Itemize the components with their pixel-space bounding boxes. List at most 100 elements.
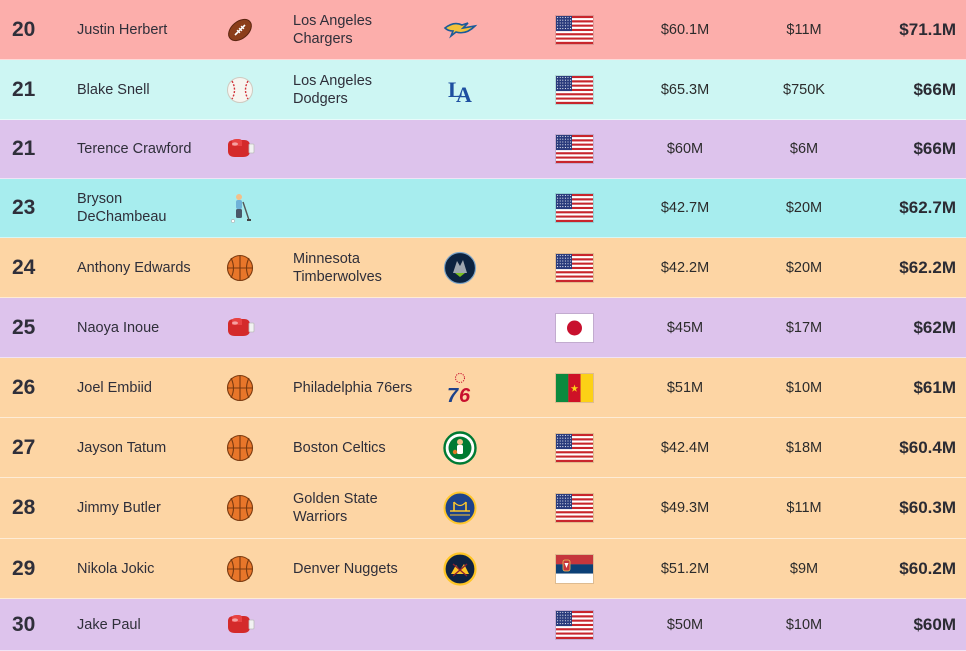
baseball-icon (222, 60, 258, 119)
table-row: 21 Blake Snell Los Angeles Dodgers L A $65.3M… (0, 60, 966, 120)
golf-icon (222, 179, 258, 237)
rank-number-text: 21 (12, 137, 36, 160)
team-name: Denver Nuggets (293, 539, 423, 598)
endorsement-value-text: $750K (783, 81, 825, 98)
rank-number-text: 20 (12, 17, 36, 41)
team-name: Los Angeles Chargers (293, 0, 423, 59)
endorsement-value: $20M (750, 179, 858, 237)
total-earnings-text: $60.4M (899, 437, 956, 457)
endorsement-value: $10M (750, 358, 858, 417)
athlete-name: Jake Paul (77, 599, 197, 650)
endorsement-value-text: $10M (785, 379, 823, 396)
football-icon (222, 0, 258, 59)
table-row: 20 Justin Herbert Los Angeles Chargers $60.… (0, 0, 966, 60)
serbia-flag-icon (556, 539, 593, 598)
endorsement-value: $9M (750, 539, 858, 598)
rank-number: 25 (12, 298, 52, 357)
cameroon-flag-icon (556, 358, 593, 417)
athlete-name: Bryson DeChambeau (77, 179, 197, 237)
salary-value: $42.4M (630, 418, 740, 477)
rank-number: 20 (12, 0, 52, 59)
svg-text:7: 7 (447, 385, 459, 405)
salary-value-text: $49.3M (660, 500, 710, 516)
endorsement-value-text: $20M (785, 200, 823, 216)
celtics-logo-icon (440, 418, 480, 477)
usa-flag-icon (556, 418, 593, 477)
team-name: Boston Celtics (293, 418, 423, 477)
table-row: 25 Naoya Inoue $45M $17M $62M (0, 298, 966, 358)
total-earnings: $61M (846, 358, 956, 417)
salary-value-text: $42.4M (660, 439, 710, 456)
salary-value: $50M (630, 599, 740, 650)
endorsement-value: $17M (750, 298, 858, 357)
total-earnings-text: $60.3M (899, 498, 956, 517)
total-earnings: $66M (846, 60, 956, 119)
rank-number: 27 (12, 418, 52, 477)
total-earnings-text: $62.7M (899, 198, 956, 217)
salary-value: $60M (630, 120, 740, 178)
salary-value: $42.2M (630, 238, 740, 297)
nuggets-logo-icon (440, 539, 480, 598)
rank-number: 29 (12, 539, 52, 598)
athlete-name: Naoya Inoue (77, 298, 197, 357)
salary-value: $51.2M (630, 539, 740, 598)
endorsement-value-text: $20M (785, 259, 823, 276)
athlete-name-text: Jake Paul (77, 616, 141, 633)
team-name (293, 179, 423, 237)
svg-text:L: L (448, 77, 463, 102)
table-row: 24 Anthony Edwards Minnesota Timberwolves $… (0, 238, 966, 298)
total-earnings: $60.3M (846, 478, 956, 538)
athlete-name: Anthony Edwards (77, 238, 197, 297)
total-earnings-text: $61M (913, 377, 956, 397)
total-earnings-text: $62.2M (899, 257, 956, 277)
salary-value-text: $65.3M (660, 81, 710, 98)
athlete-name-text: Joel Embiid (77, 379, 152, 396)
total-earnings: $62.7M (846, 179, 956, 237)
timberwolves-logo-icon (440, 238, 480, 297)
salary-value: $51M (630, 358, 740, 417)
salary-value-text: $45M (666, 319, 704, 336)
athlete-name: Joel Embiid (77, 358, 197, 417)
athlete-name-text: Jimmy Butler (77, 500, 161, 516)
rank-number: 30 (12, 599, 52, 650)
endorsement-value: $750K (750, 60, 858, 119)
endorsement-value: $11M (750, 0, 858, 59)
rank-number-text: 27 (12, 435, 36, 459)
athlete-name-text: Terence Crawford (77, 141, 192, 157)
endorsement-value: $6M (750, 120, 858, 178)
total-earnings: $60.2M (846, 539, 956, 598)
endorsement-value: $11M (750, 478, 858, 538)
rank-number-text: 30 (12, 612, 36, 636)
total-earnings-text: $66M (913, 139, 956, 158)
total-earnings-text: $71.1M (899, 19, 956, 39)
svg-text:A: A (456, 82, 472, 106)
salary-value-text: $51.2M (660, 560, 710, 577)
team-name: Los Angeles Dodgers (293, 60, 423, 119)
athlete-name-text: Naoya Inoue (77, 319, 160, 336)
table-row: 26 Joel Embiid Philadelphia 76ers 7 6 $51M $10… (0, 358, 966, 418)
team-name-text: Minnesota Timberwolves (293, 250, 382, 285)
athlete-name: Terence Crawford (77, 120, 197, 178)
team-name-text: Los Angeles Chargers (293, 12, 373, 47)
total-earnings-text: $66M (913, 79, 956, 99)
endorsement-value-text: $10M (785, 616, 823, 633)
rank-number-text: 28 (12, 496, 36, 519)
usa-flag-icon (556, 60, 593, 119)
total-earnings: $62M (846, 298, 956, 357)
endorsement-value-text: $18M (785, 439, 823, 456)
usa-flag-icon (556, 120, 593, 178)
warriors-logo-icon (440, 478, 480, 538)
salary-value-text: $60M (666, 141, 704, 157)
athlete-name-text: Blake Snell (77, 81, 150, 98)
team-name-text: Los Angeles Dodgers (293, 72, 373, 107)
total-earnings: $60.4M (846, 418, 956, 477)
svg-text:6: 6 (459, 385, 471, 405)
endorsement-value-text: $6M (789, 141, 819, 157)
athlete-name: Jimmy Butler (77, 478, 197, 538)
salary-value: $65.3M (630, 60, 740, 119)
salary-value: $49.3M (630, 478, 740, 538)
team-name-text: Golden State Warriors (293, 491, 378, 525)
endorsement-value: $20M (750, 238, 858, 297)
rank-number-text: 29 (12, 556, 36, 580)
team-name: Golden State Warriors (293, 478, 423, 538)
